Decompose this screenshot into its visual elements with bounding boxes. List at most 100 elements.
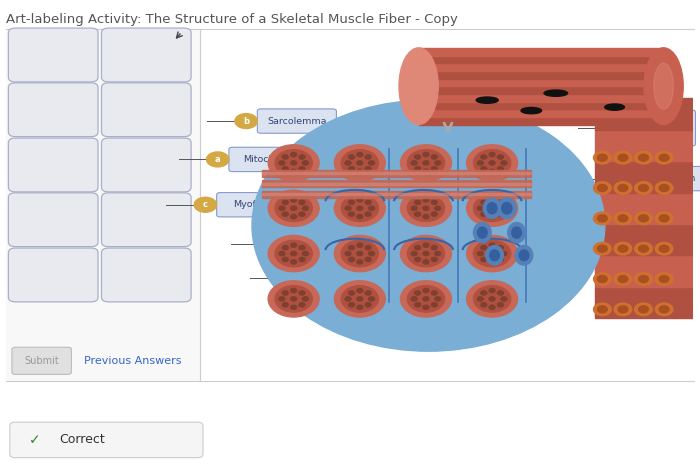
Text: i: i [615,174,619,183]
Circle shape [268,235,319,272]
FancyBboxPatch shape [8,28,98,82]
Circle shape [423,305,429,309]
Circle shape [268,145,319,181]
Text: Triad: Triad [406,263,429,273]
Text: b: b [243,117,249,125]
Circle shape [290,206,297,210]
Circle shape [473,195,511,221]
Circle shape [407,240,444,267]
Circle shape [489,288,495,292]
Ellipse shape [477,227,487,238]
Ellipse shape [498,198,516,219]
Circle shape [477,206,483,210]
FancyBboxPatch shape [282,226,355,262]
Circle shape [357,243,363,247]
Bar [262,193,531,195]
Bar [419,63,664,71]
Circle shape [414,257,421,262]
Circle shape [235,114,258,129]
Circle shape [659,276,669,283]
FancyBboxPatch shape [474,256,547,280]
Circle shape [341,195,379,221]
Circle shape [414,303,421,307]
FancyBboxPatch shape [12,347,71,374]
Circle shape [335,281,385,317]
Bar [419,71,664,79]
Circle shape [357,198,363,202]
Circle shape [400,190,452,227]
Circle shape [365,291,371,295]
Circle shape [597,306,607,313]
Bar [595,192,693,224]
Circle shape [594,152,611,164]
FancyBboxPatch shape [10,422,203,458]
Circle shape [206,152,229,167]
Circle shape [299,212,305,216]
Ellipse shape [521,108,542,114]
Circle shape [357,206,363,210]
Text: e: e [286,273,292,283]
Bar [262,191,531,198]
Circle shape [431,212,438,216]
Bar [419,48,664,56]
Circle shape [431,257,438,262]
Circle shape [423,169,429,173]
Circle shape [365,246,371,250]
Circle shape [400,145,452,181]
Circle shape [195,197,216,212]
Circle shape [414,167,421,171]
Circle shape [412,297,417,301]
Ellipse shape [654,63,673,109]
Bar [419,86,664,94]
Circle shape [423,260,429,264]
Circle shape [357,305,363,309]
Circle shape [282,212,288,216]
Circle shape [594,212,611,225]
Circle shape [431,246,438,250]
Circle shape [489,161,495,165]
Circle shape [369,297,375,301]
Circle shape [414,246,421,250]
Circle shape [349,291,354,295]
Circle shape [473,240,511,267]
Circle shape [638,184,648,191]
FancyBboxPatch shape [217,193,290,217]
Circle shape [290,153,297,157]
Circle shape [618,276,628,283]
Circle shape [282,167,288,171]
Circle shape [423,153,429,157]
Circle shape [268,281,319,317]
Circle shape [414,155,421,159]
Circle shape [290,288,297,292]
Circle shape [423,288,429,292]
Circle shape [357,153,363,157]
Circle shape [282,200,288,205]
Ellipse shape [519,250,528,261]
Circle shape [345,297,351,301]
FancyBboxPatch shape [6,29,200,381]
Circle shape [290,214,297,219]
Circle shape [279,206,285,210]
Circle shape [614,152,632,164]
Circle shape [357,161,363,165]
Circle shape [489,169,495,173]
Circle shape [655,303,673,315]
Circle shape [635,152,652,164]
Circle shape [365,257,371,262]
Circle shape [412,206,417,210]
Circle shape [477,251,483,256]
Circle shape [299,257,305,262]
Text: Previous Answers: Previous Answers [84,356,181,366]
Text: g: g [390,301,395,310]
FancyBboxPatch shape [629,110,695,146]
Circle shape [597,215,607,222]
Circle shape [635,182,652,194]
Circle shape [345,161,351,165]
Circle shape [597,276,607,283]
Circle shape [655,212,673,225]
Circle shape [299,291,305,295]
Bar [262,180,531,187]
FancyBboxPatch shape [102,28,191,82]
Text: Mitochondria: Mitochondria [244,155,305,164]
Circle shape [489,198,495,202]
